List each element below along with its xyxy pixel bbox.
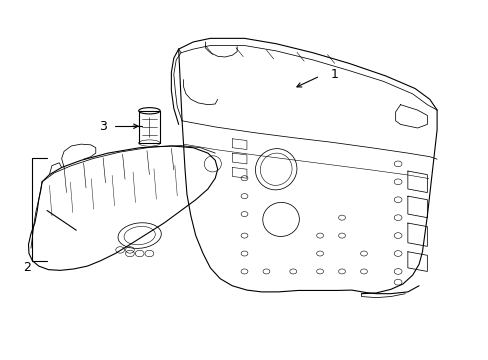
Text: 2: 2	[23, 261, 31, 274]
Text: 3: 3	[99, 120, 107, 133]
Text: 1: 1	[330, 68, 338, 81]
